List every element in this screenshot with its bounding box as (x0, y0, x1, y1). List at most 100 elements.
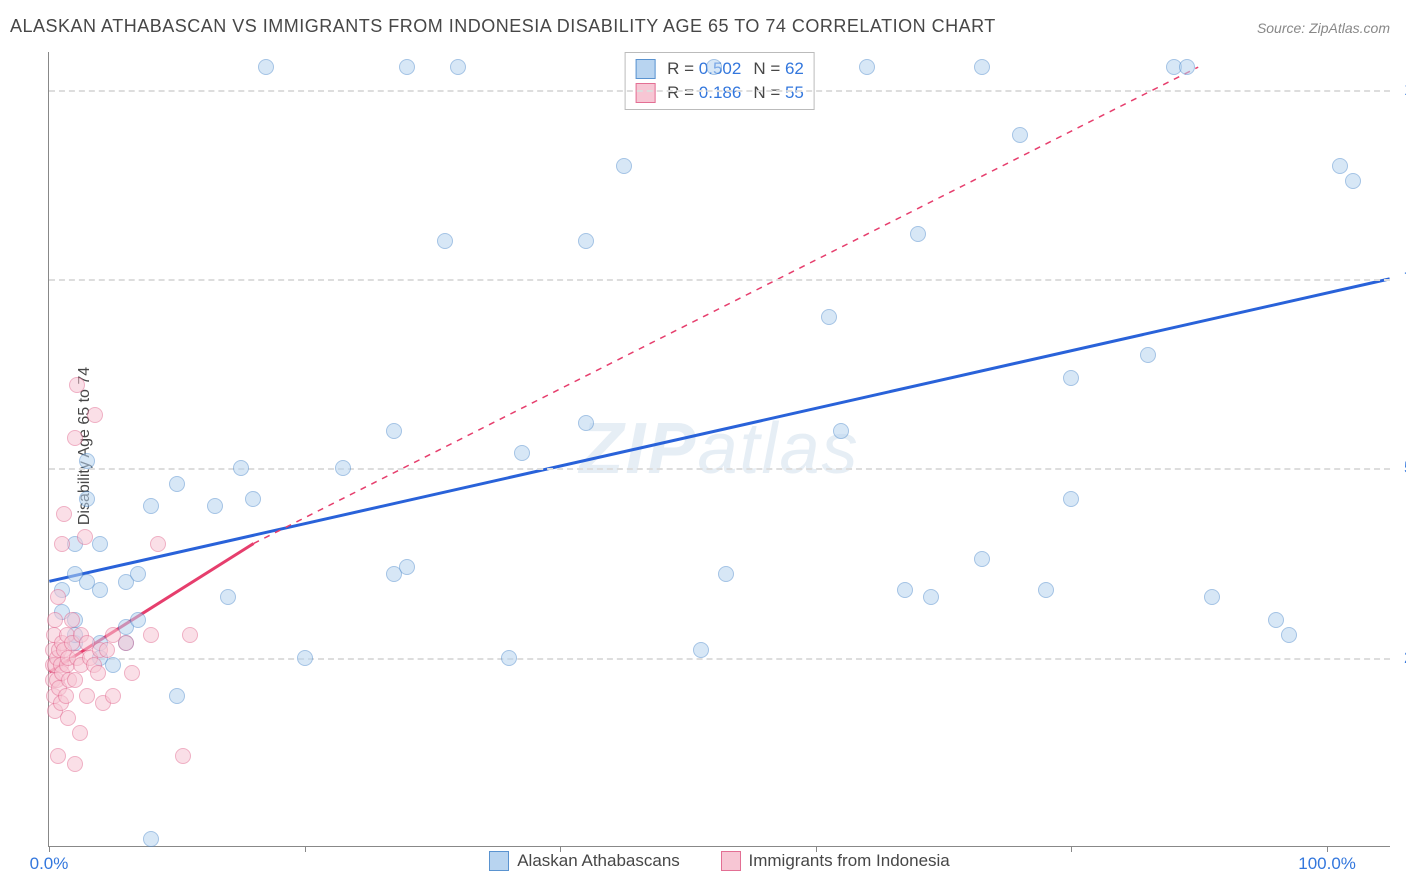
data-point (335, 460, 351, 476)
data-point (616, 158, 632, 174)
data-point (833, 423, 849, 439)
data-point (50, 748, 66, 764)
data-point (58, 688, 74, 704)
data-point (77, 529, 93, 545)
data-point (1179, 59, 1195, 75)
legend-swatch (489, 851, 509, 871)
x-tick-label: 0.0% (30, 854, 69, 874)
data-point (56, 506, 72, 522)
x-tick-label: 100.0% (1298, 854, 1356, 874)
legend-label: Immigrants from Indonesia (749, 851, 950, 871)
gridline (49, 658, 1390, 660)
data-point (706, 59, 722, 75)
r-label: R = 0.502 (667, 59, 741, 79)
data-point (578, 415, 594, 431)
data-point (79, 491, 95, 507)
chart-title: ALASKAN ATHABASCAN VS IMMIGRANTS FROM IN… (10, 16, 996, 37)
legend-swatch (635, 59, 655, 79)
data-point (143, 498, 159, 514)
data-point (450, 59, 466, 75)
data-point (1345, 173, 1361, 189)
data-point (1204, 589, 1220, 605)
n-label: N = 62 (753, 59, 804, 79)
data-point (143, 831, 159, 847)
data-point (143, 627, 159, 643)
gridline (49, 90, 1390, 92)
watermark-thin: atlas (697, 409, 859, 489)
watermark: ZIPatlas (579, 408, 859, 490)
x-tick (1327, 846, 1328, 852)
x-tick (1071, 846, 1072, 852)
x-tick (560, 846, 561, 852)
data-point (258, 59, 274, 75)
data-point (124, 665, 140, 681)
data-point (67, 756, 83, 772)
trend-line (254, 67, 1199, 543)
data-point (99, 642, 115, 658)
legend-swatch (635, 83, 655, 103)
data-point (175, 748, 191, 764)
watermark-bold: ZIP (579, 409, 697, 489)
source-attribution: Source: ZipAtlas.com (1257, 20, 1390, 36)
data-point (79, 453, 95, 469)
data-point (1063, 491, 1079, 507)
data-point (437, 233, 453, 249)
data-point (399, 559, 415, 575)
legend-item: Alaskan Athabascans (489, 851, 680, 871)
data-point (1063, 370, 1079, 386)
plot-area: ZIPatlas R = 0.502 N = 62 R = 0.186 N = … (48, 52, 1390, 847)
y-tick-label: 25.0% (1394, 648, 1406, 668)
data-point (169, 688, 185, 704)
trend-line (49, 279, 1389, 581)
data-point (974, 551, 990, 567)
data-point (118, 635, 134, 651)
n-value: 55 (785, 83, 804, 102)
n-value: 62 (785, 59, 804, 78)
data-point (821, 309, 837, 325)
data-point (130, 612, 146, 628)
data-point (718, 566, 734, 582)
data-point (514, 445, 530, 461)
legend-label: Alaskan Athabascans (517, 851, 680, 871)
data-point (92, 536, 108, 552)
data-point (1332, 158, 1348, 174)
data-point (578, 233, 594, 249)
data-point (399, 59, 415, 75)
data-point (1281, 627, 1297, 643)
data-point (105, 688, 121, 704)
data-point (1140, 347, 1156, 363)
data-point (50, 589, 66, 605)
data-point (207, 498, 223, 514)
data-point (47, 612, 63, 628)
gridline (49, 279, 1390, 281)
gridline (49, 468, 1390, 470)
correlation-legend: R = 0.502 N = 62 R = 0.186 N = 55 (624, 52, 815, 110)
data-point (501, 650, 517, 666)
data-point (233, 460, 249, 476)
data-point (297, 650, 313, 666)
data-point (64, 612, 80, 628)
x-tick (816, 846, 817, 852)
data-point (859, 59, 875, 75)
data-point (1038, 582, 1054, 598)
data-point (90, 665, 106, 681)
data-point (105, 657, 121, 673)
data-point (54, 536, 70, 552)
data-point (79, 688, 95, 704)
data-point (1268, 612, 1284, 628)
data-point (67, 672, 83, 688)
data-point (69, 377, 85, 393)
data-point (974, 59, 990, 75)
correlation-row: R = 0.186 N = 55 (635, 81, 804, 105)
legend-item: Immigrants from Indonesia (721, 851, 950, 871)
data-point (386, 423, 402, 439)
data-point (60, 710, 76, 726)
data-point (693, 642, 709, 658)
trend-lines-layer (49, 52, 1390, 846)
r-value: 0.186 (699, 83, 742, 102)
data-point (1012, 127, 1028, 143)
y-tick-label: 75.0% (1394, 269, 1406, 289)
r-label: R = 0.186 (667, 83, 741, 103)
data-point (130, 566, 146, 582)
x-tick (49, 846, 50, 852)
